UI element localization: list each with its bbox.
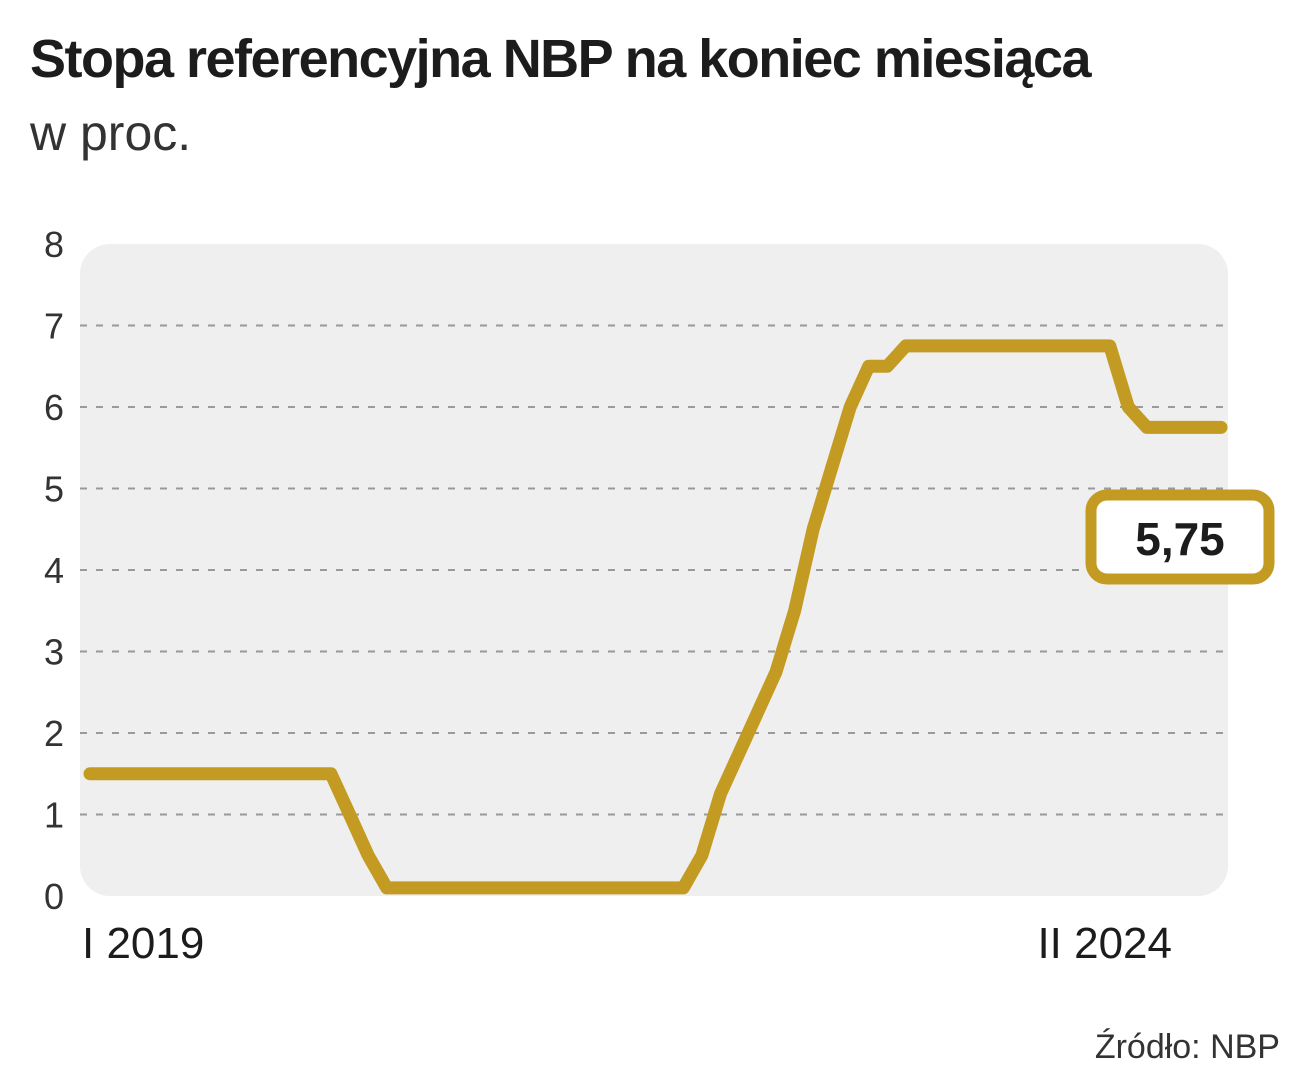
y-tick-label: 1 <box>44 795 64 836</box>
callout-box <box>1085 489 1275 585</box>
y-tick-label: 0 <box>44 876 64 917</box>
source-note: Źródło: NBP <box>1094 1028 1280 1066</box>
x-tick-label-start: I 2019 <box>82 919 204 968</box>
x-tick-label-end: II 2024 <box>1037 919 1172 968</box>
y-tick-label: 2 <box>44 713 64 754</box>
y-tick-label: 8 <box>44 224 64 265</box>
y-axis-ticks: 0 1 2 3 4 5 6 7 8 <box>44 224 64 917</box>
series-line <box>83 339 1228 895</box>
value-callout: 5,75 <box>1085 489 1275 585</box>
y-tick-label: 5 <box>44 469 64 510</box>
y-tick-label: 7 <box>44 306 64 347</box>
chart-subtitle: w proc. <box>30 105 192 161</box>
callout-value: 5,75 <box>1135 513 1225 565</box>
chart-title: Stopa referencyjna NBP na koniec miesiąc… <box>30 29 1092 89</box>
plot-panel <box>80 244 1228 896</box>
y-tick-label: 3 <box>44 632 64 673</box>
y-tick-label: 6 <box>44 387 64 428</box>
y-tick-label: 4 <box>44 550 64 591</box>
